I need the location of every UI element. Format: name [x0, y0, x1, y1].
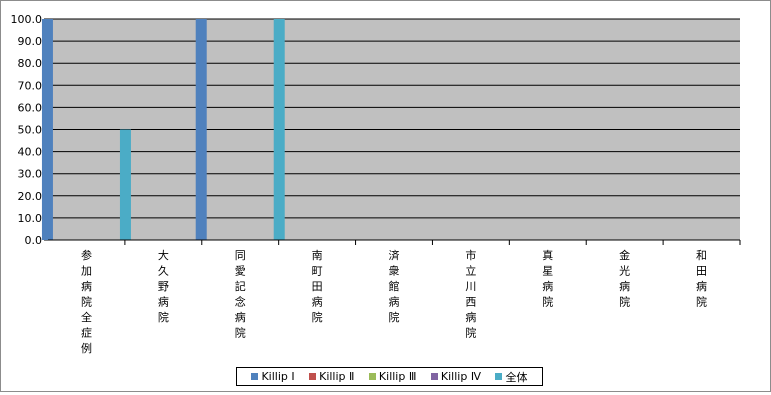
x-tick-label: 同愛記念病院 — [235, 249, 246, 340]
y-tick-label: 90.0 — [18, 35, 43, 48]
y-tick-label: 40.0 — [18, 146, 43, 159]
legend-item-killip-3: Killip Ⅲ — [368, 370, 417, 383]
bar — [119, 129, 131, 240]
legend-label-killip-2: Killip Ⅱ — [319, 370, 355, 383]
legend-label-killip-4: Killip Ⅳ — [440, 370, 481, 383]
legend-item-killip-2: Killip Ⅱ — [309, 370, 354, 383]
x-tick-label: 参加病院全症例 — [81, 248, 92, 355]
y-tick-label: 60.0 — [18, 101, 43, 114]
y-tick-label: 20.0 — [18, 190, 43, 203]
y-tick-label: 70.0 — [18, 79, 43, 92]
legend-swatch-killip-4 — [430, 373, 438, 380]
legend-swatch-killip-3 — [368, 373, 376, 380]
legend-swatch-killip-1 — [251, 373, 259, 380]
x-tick-label: 南町田病院 — [312, 249, 323, 324]
x-tick-label: 市立川西病院 — [465, 248, 476, 340]
legend-item-killip-4: Killip Ⅳ — [430, 370, 481, 383]
x-tick-label: 和田病院 — [696, 249, 707, 309]
chart-legend: Killip Ⅰ Killip Ⅱ Killip Ⅲ Killip Ⅳ 全体 — [236, 367, 543, 386]
y-tick-label: 10.0 — [18, 212, 43, 225]
y-tick-label: 50.0 — [18, 124, 43, 137]
legend-item-killip-1: Killip Ⅰ — [251, 370, 295, 383]
legend-label-killip-3: Killip Ⅲ — [378, 370, 417, 383]
legend-label-killip-1: Killip Ⅰ — [261, 370, 295, 383]
x-tick-label: 金光病院 — [619, 248, 630, 309]
bar — [41, 19, 53, 240]
legend-swatch-total — [495, 373, 503, 380]
y-tick-label: 100.0 — [11, 13, 43, 26]
bar — [273, 19, 285, 240]
y-tick-label: 80.0 — [18, 57, 43, 70]
x-tick-label: 真星病院 — [542, 248, 553, 309]
legend-item-total: 全体 — [495, 369, 527, 385]
y-tick-label: 30.0 — [18, 168, 43, 181]
bar — [195, 19, 207, 240]
x-tick-label: 大久野病院 — [158, 248, 169, 324]
x-tick-label: 済衆館病院 — [389, 248, 400, 324]
legend-swatch-killip-2 — [309, 373, 317, 380]
legend-label-total: 全体 — [505, 370, 528, 384]
y-tick-label: 0.0 — [25, 234, 43, 247]
